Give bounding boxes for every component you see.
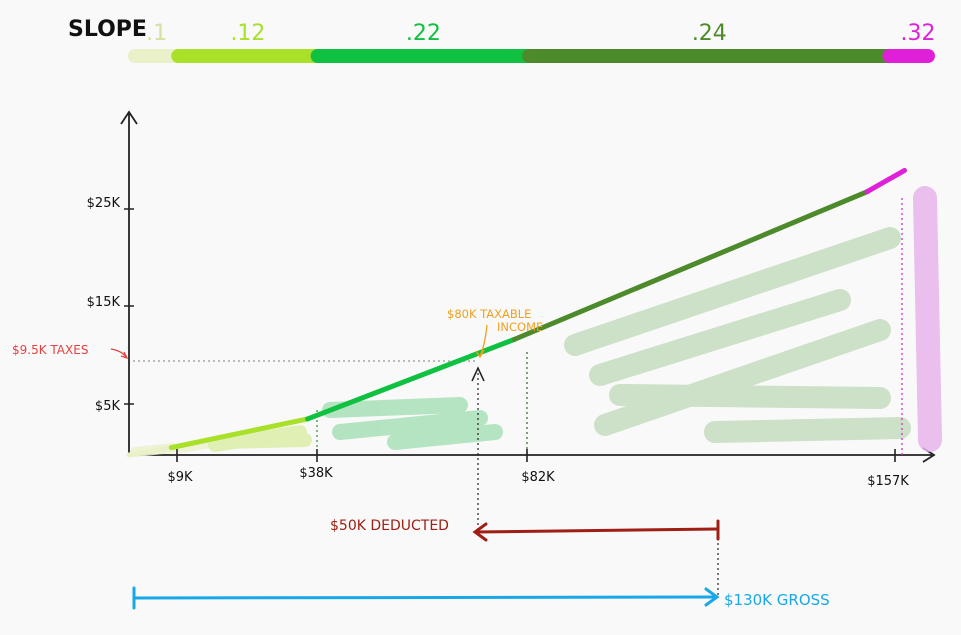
slope-rate-label: .32: [901, 21, 936, 46]
y-tick-label: $15K: [87, 295, 121, 310]
x-tick-marks: [176, 449, 896, 462]
taxable-income-label: $80K TAXABLE: [447, 307, 531, 321]
taxes-pointer-icon: [110, 348, 127, 358]
taxable-arrow-icon: [471, 366, 485, 382]
gross-arrow: [132, 595, 718, 600]
x-tick-label: $38K: [299, 466, 333, 481]
y-ticks: $5K $15K $25K: [87, 196, 134, 414]
shading: [130, 186, 942, 457]
taxable-pointer-icon: [479, 324, 488, 357]
shading-bracket-5: [913, 186, 942, 452]
curve-segment: [305, 336, 517, 422]
x-ticks: $9K $38K $82K $157K: [167, 449, 909, 489]
tax-curve: [126, 167, 907, 458]
taxes-label: $9.5K TAXES: [12, 343, 88, 357]
slope-rate-label: .1: [146, 21, 167, 46]
gross-label: $130K GROSS: [724, 591, 830, 609]
y-tick-marks: [124, 208, 134, 405]
slope-segments: .1 .12 .22 .24 .32: [128, 21, 936, 63]
deducted-label: $50K DEDUCTED: [330, 518, 449, 534]
taxable-income-label: INCOME: [497, 320, 543, 334]
x-tick-label: $9K: [167, 470, 193, 485]
shading-bracket-2: [208, 425, 312, 452]
y-axis-arrow-icon: [120, 110, 138, 125]
guides: [133, 198, 903, 598]
slope-header: SLOPE .1 .12 .22 .24 .32: [68, 17, 936, 63]
slope-rate-label: .24: [692, 21, 727, 46]
deducted-arrow: [474, 527, 720, 534]
slope-title: SLOPE: [68, 17, 147, 42]
curve-segment: [511, 189, 870, 342]
taxable-arrowhead-icon: [475, 349, 485, 359]
y-tick-label: $5K: [95, 399, 121, 414]
gross-arrowhead-icon: [704, 587, 720, 607]
x-tick-label: $82K: [521, 470, 555, 485]
taxes-arrowhead-icon: [120, 351, 129, 360]
slope-rate-label: .22: [406, 21, 441, 46]
shading-bracket-4: [564, 227, 911, 443]
y-tick-label: $25K: [87, 196, 121, 211]
deducted-arrowhead-icon: [472, 522, 488, 542]
axes: [120, 110, 936, 463]
x-tick-label: $157K: [867, 474, 909, 489]
curve-segment: [168, 416, 311, 451]
curve-segment: [126, 445, 174, 458]
shading-bracket-3: [322, 397, 503, 450]
slope-rate-label: .12: [230, 21, 265, 46]
annotations: $9.5K TAXES $80K TAXABLE INCOME $50K DED…: [12, 307, 830, 610]
curve-segment: [864, 167, 907, 195]
